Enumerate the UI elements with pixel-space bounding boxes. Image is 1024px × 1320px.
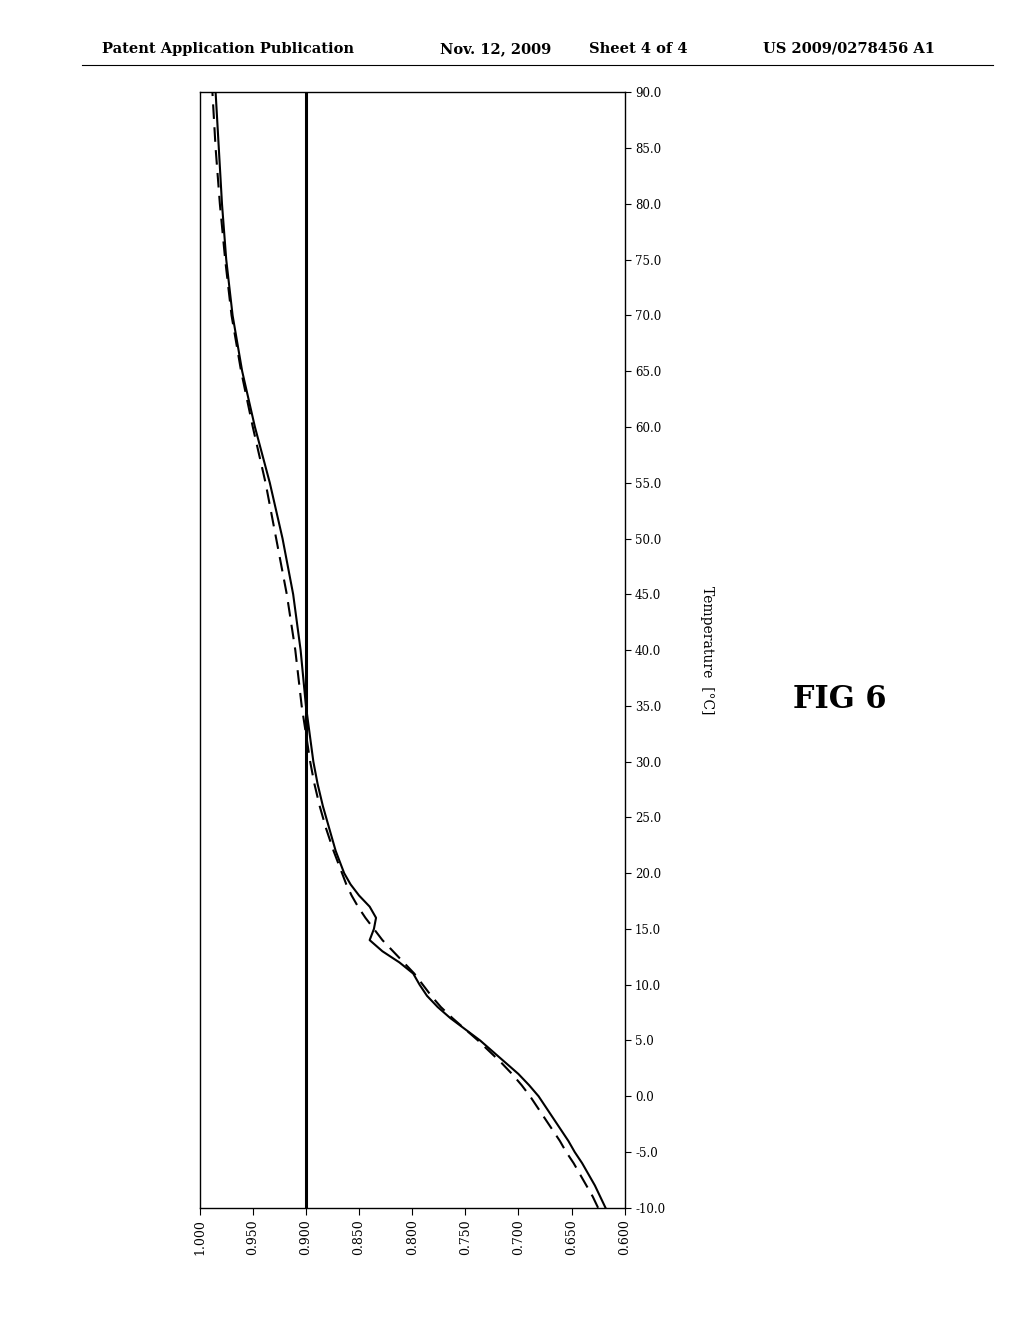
Text: Patent Application Publication: Patent Application Publication (102, 42, 354, 55)
Text: US 2009/0278456 A1: US 2009/0278456 A1 (763, 42, 935, 55)
Text: FIG 6: FIG 6 (793, 684, 887, 715)
Y-axis label: Temperature  [°C]: Temperature [°C] (699, 586, 714, 714)
Text: Sheet 4 of 4: Sheet 4 of 4 (589, 42, 687, 55)
Text: Nov. 12, 2009: Nov. 12, 2009 (440, 42, 552, 55)
